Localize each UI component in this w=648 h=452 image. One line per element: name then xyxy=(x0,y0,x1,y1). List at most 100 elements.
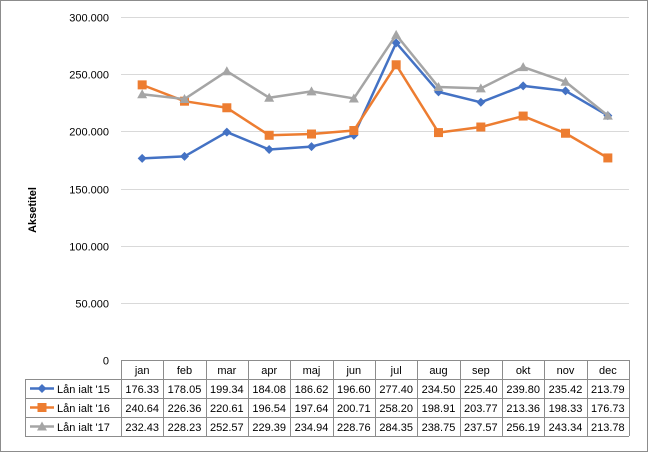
x-category-label: aug xyxy=(429,365,447,377)
table-cell-value: 196.60 xyxy=(337,384,371,396)
table-cell-value: 277.40 xyxy=(379,384,413,396)
data-point xyxy=(433,82,444,92)
data-point xyxy=(307,142,316,152)
y-tick-label: 0 xyxy=(103,356,109,368)
data-point xyxy=(475,83,486,93)
table-cell-value: 238.75 xyxy=(422,422,456,434)
data-point xyxy=(137,80,147,90)
table-cell-value: 213.79 xyxy=(591,384,625,396)
data-point xyxy=(221,66,232,76)
table-cell-value: 213.36 xyxy=(506,403,540,415)
x-category-label: feb xyxy=(177,365,192,377)
data-point xyxy=(476,97,486,107)
x-category-label: jul xyxy=(390,365,402,377)
y-tick-label: 300.000 xyxy=(69,13,109,25)
table-cell-value: 237.57 xyxy=(464,422,498,434)
table-cell-value: 186.62 xyxy=(295,384,329,396)
table-cell-value: 229.39 xyxy=(252,422,286,434)
table-cell-value: 198.33 xyxy=(549,403,583,415)
data-point xyxy=(137,153,147,163)
table-cell-value: 239.80 xyxy=(506,384,540,396)
data-point xyxy=(264,92,275,102)
data-point xyxy=(518,62,529,72)
data-point xyxy=(264,130,274,140)
y-tick-label: 50.000 xyxy=(75,299,109,311)
y-axis-label: Aksetitel xyxy=(27,187,39,233)
x-category-label: okt xyxy=(516,365,531,377)
x-category-label: apr xyxy=(261,365,277,377)
y-axis-tick-labels: 0 50.000 100.000 150.000 200.000 250.000 300.0… xyxy=(69,13,109,368)
legend-entry: Lån ialt '16 xyxy=(57,403,110,415)
table-cell-value: 198.91 xyxy=(422,403,456,415)
x-category-label: sep xyxy=(472,365,490,377)
table-cell-value: 234.94 xyxy=(295,422,329,434)
data-point xyxy=(476,122,486,132)
data-point xyxy=(560,76,571,86)
data-point xyxy=(222,127,232,137)
legend-entry: Lån ialt '17 xyxy=(57,422,110,434)
table-cell-value: 225.40 xyxy=(464,384,498,396)
y-tick-label: 250.000 xyxy=(69,70,109,82)
table-cell-value: 228.76 xyxy=(337,422,371,434)
data-point xyxy=(179,94,190,104)
table-cell-value: 203.77 xyxy=(464,403,498,415)
data-point xyxy=(307,129,316,139)
series-line xyxy=(142,41,609,160)
series-line xyxy=(141,63,609,160)
x-category-label: nov xyxy=(557,365,575,377)
table-cell-value: 220.61 xyxy=(210,403,244,415)
table-cell-value: 184.08 xyxy=(252,384,286,396)
data-point xyxy=(180,151,189,161)
data-point xyxy=(264,145,274,155)
data-point xyxy=(222,103,232,113)
series-1 xyxy=(137,38,613,163)
table-cell-value: 176.73 xyxy=(591,403,625,415)
series-group xyxy=(137,29,613,163)
table-cell-value: 284.35 xyxy=(379,422,413,434)
data-point xyxy=(391,60,401,70)
data-point xyxy=(518,111,528,121)
table-cell-value: 176.33 xyxy=(125,384,159,396)
series-2 xyxy=(137,60,613,163)
series-line xyxy=(142,33,609,117)
x-category-label: dec xyxy=(599,365,617,377)
data-point xyxy=(518,81,528,91)
data-point xyxy=(349,126,359,136)
table-cell-value: 178.05 xyxy=(168,384,202,396)
table-cell-value: 197.64 xyxy=(295,403,329,415)
x-category-label: jun xyxy=(345,365,361,377)
data-point xyxy=(561,128,570,138)
table-cell-value: 196.54 xyxy=(252,403,286,415)
data-point xyxy=(348,93,359,103)
y-tick-label: 200.000 xyxy=(69,127,109,139)
data-point xyxy=(306,86,317,96)
data-point xyxy=(391,38,401,48)
series-3 xyxy=(137,29,613,120)
data-point xyxy=(391,29,402,39)
legend-key-marker xyxy=(37,403,47,412)
table-cell-value: 232.43 xyxy=(125,422,159,434)
legend-key-marker xyxy=(37,384,47,393)
table-cell-value: 235.42 xyxy=(549,384,583,396)
table-cell-value: 200.71 xyxy=(337,403,371,415)
data-point xyxy=(561,86,570,96)
y-tick-label: 150.000 xyxy=(69,185,109,197)
legend-entry: Lån ialt '15 xyxy=(57,384,110,396)
x-category-label: maj xyxy=(303,365,321,377)
data-point xyxy=(602,110,613,120)
legend-key-marker xyxy=(37,421,47,431)
table-cell-value: 234.50 xyxy=(422,384,456,396)
table-cell-value: 258.20 xyxy=(379,403,413,415)
data-point xyxy=(137,89,148,99)
x-category-label: jan xyxy=(134,365,150,377)
table-cell-value: 226.36 xyxy=(168,403,202,415)
table-cell-value: 228.23 xyxy=(168,422,202,434)
table-cell-value: 213.78 xyxy=(591,422,625,434)
table-cell-value: 199.34 xyxy=(210,384,244,396)
table-cell-value: 256.19 xyxy=(506,422,540,434)
y-tick-label: 100.000 xyxy=(69,242,109,254)
data-point xyxy=(603,153,613,163)
data-point xyxy=(434,128,443,138)
